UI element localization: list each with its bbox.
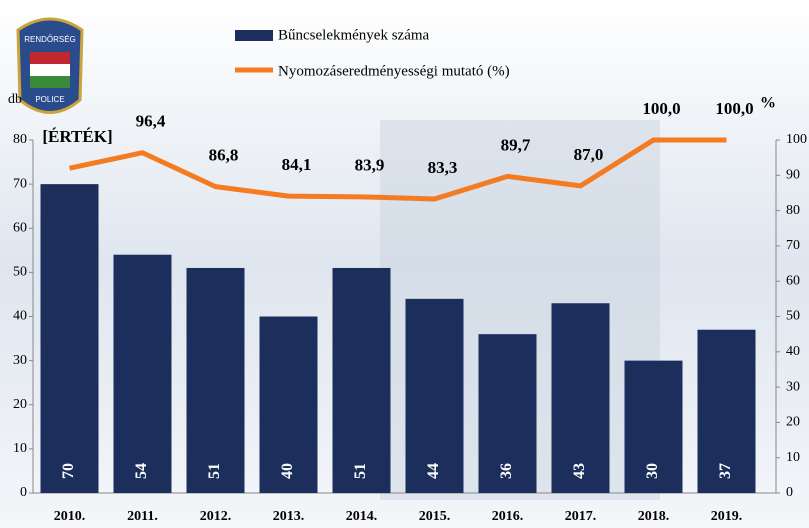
line-value-label: 96,4 bbox=[136, 112, 166, 131]
y2-tick-label: 70 bbox=[786, 238, 800, 253]
line-value-label: 86,8 bbox=[209, 146, 239, 165]
y-tick-label: 70 bbox=[13, 176, 27, 191]
logo: RENDŐRSÉG POLICE bbox=[16, 17, 84, 114]
logo-top: RENDŐRSÉG bbox=[24, 35, 76, 44]
bar-value-label: 54 bbox=[133, 463, 150, 479]
y-unit: db bbox=[8, 92, 22, 107]
y2-tick-label: 30 bbox=[786, 379, 800, 394]
logo-bottom: POLICE bbox=[35, 95, 64, 104]
y2-unit: % bbox=[760, 95, 776, 112]
x-tick-label: 2013. bbox=[273, 509, 305, 524]
bar bbox=[332, 267, 391, 493]
bar-value-label: 30 bbox=[644, 463, 661, 479]
bar bbox=[40, 184, 99, 493]
legend-swatch-bar bbox=[235, 30, 273, 41]
line bbox=[68, 137, 727, 202]
y-tick-label: 50 bbox=[13, 265, 27, 280]
line-value-label: [ÉRTÉK] bbox=[42, 127, 112, 146]
y-tick-label: 0 bbox=[20, 485, 27, 500]
bar bbox=[259, 316, 318, 493]
y2-tick-label: 40 bbox=[786, 344, 800, 359]
bar-value-label: 70 bbox=[60, 463, 77, 479]
x-tick-label: 2019. bbox=[711, 509, 743, 524]
x-tick-label: 2011. bbox=[127, 509, 158, 524]
line-value-label: 84,1 bbox=[282, 155, 312, 174]
y2-tick-label: 50 bbox=[786, 309, 800, 324]
y-tick-label: 20 bbox=[13, 397, 27, 412]
x-tick-label: 2010. bbox=[54, 509, 86, 524]
line-value-label: 89,7 bbox=[501, 135, 531, 154]
bar bbox=[624, 360, 683, 493]
bar-value-label: 44 bbox=[425, 463, 442, 479]
x-tick-label: 2018. bbox=[638, 509, 670, 524]
bar-value-label: 37 bbox=[717, 463, 734, 479]
bar-value-label: 43 bbox=[571, 463, 588, 479]
bar bbox=[697, 329, 756, 493]
x-tick-label: 2017. bbox=[565, 509, 597, 524]
x-tick-label: 2016. bbox=[492, 509, 524, 524]
bar bbox=[113, 254, 172, 493]
y2-tick-label: 60 bbox=[786, 273, 800, 288]
y2-tick-label: 20 bbox=[786, 415, 800, 430]
legend-label: Bűncselekmények száma bbox=[278, 27, 430, 43]
y-tick-label: 10 bbox=[13, 441, 27, 456]
y-tick-label: 80 bbox=[13, 132, 27, 147]
bar bbox=[186, 267, 245, 493]
y2-tick-label: 0 bbox=[786, 485, 793, 500]
bar-value-label: 36 bbox=[498, 463, 515, 479]
line-value-label: 83,3 bbox=[428, 158, 458, 177]
x-tick-label: 2014. bbox=[346, 509, 378, 524]
y2-tick-label: 90 bbox=[786, 168, 800, 183]
legend-label: Nyomozáseredményességi mutató (%) bbox=[278, 63, 510, 79]
line-value-label: 100,0 bbox=[642, 99, 680, 118]
y-tick-label: 30 bbox=[13, 353, 27, 368]
x-tick-label: 2015. bbox=[419, 509, 451, 524]
y-tick-label: 40 bbox=[13, 309, 27, 324]
bar bbox=[478, 334, 537, 493]
line-value-label: 83,9 bbox=[355, 156, 385, 175]
y2-tick-label: 80 bbox=[786, 203, 800, 218]
bar bbox=[551, 303, 610, 493]
y2-tick-label: 100 bbox=[786, 132, 807, 147]
x-tick-label: 2012. bbox=[200, 509, 232, 524]
line-value-label: 100,0 bbox=[715, 99, 753, 118]
line-value-label: 87,0 bbox=[574, 145, 604, 164]
y2-tick-label: 10 bbox=[786, 450, 800, 465]
bar bbox=[405, 298, 464, 493]
bar-value-label: 40 bbox=[279, 463, 296, 479]
y-tick-label: 60 bbox=[13, 220, 27, 235]
bar-value-label: 51 bbox=[206, 463, 223, 479]
bar-value-label: 51 bbox=[352, 463, 369, 479]
